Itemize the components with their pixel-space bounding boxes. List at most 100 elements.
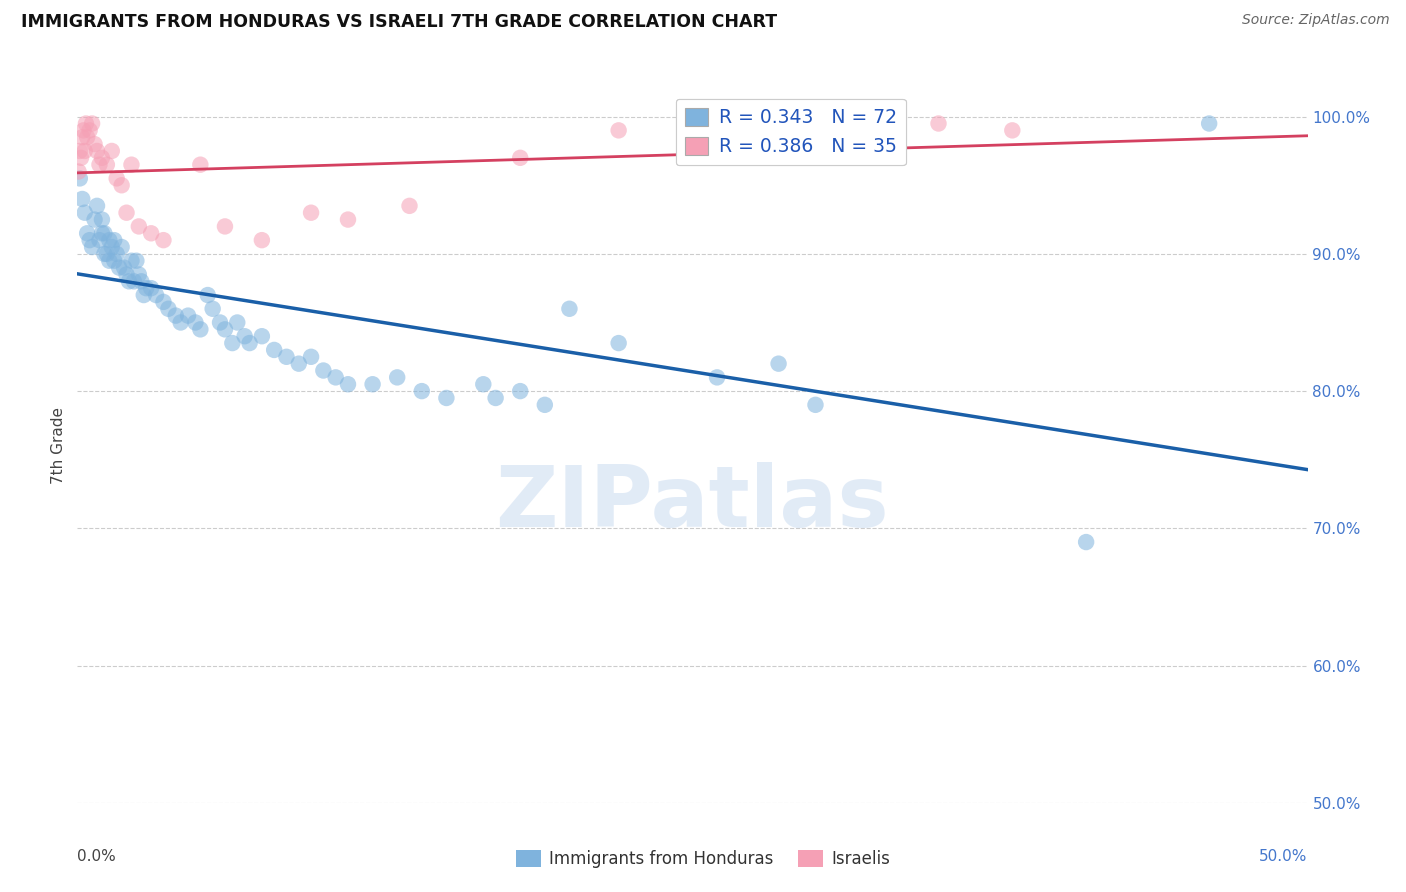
Point <box>115 268 138 282</box>
Point <box>90 212 114 227</box>
Point <box>93 227 115 241</box>
Point <box>184 316 207 330</box>
Point <box>122 274 145 288</box>
Point <box>69 144 91 158</box>
Point <box>98 253 121 268</box>
Point <box>73 144 96 158</box>
Point <box>103 253 125 268</box>
Point <box>83 137 105 152</box>
Point <box>337 377 360 392</box>
Text: Source: ZipAtlas.com: Source: ZipAtlas.com <box>1241 13 1389 28</box>
Point <box>98 233 121 247</box>
Point <box>226 316 249 330</box>
Point <box>70 192 93 206</box>
Point <box>221 336 243 351</box>
Point <box>411 384 433 398</box>
Point <box>152 294 174 309</box>
Point <box>201 301 224 316</box>
Point <box>170 316 193 330</box>
Point <box>105 171 128 186</box>
Point <box>101 240 124 254</box>
Text: IMMIGRANTS FROM HONDURAS VS ISRAELI 7TH GRADE CORRELATION CHART: IMMIGRANTS FROM HONDURAS VS ISRAELI 7TH … <box>21 13 778 31</box>
Point <box>190 322 212 336</box>
Point <box>105 247 128 261</box>
Point <box>312 363 335 377</box>
Text: 0.0%: 0.0% <box>77 849 117 864</box>
Point <box>197 288 219 302</box>
Point <box>177 309 200 323</box>
Point <box>436 391 458 405</box>
Point <box>288 357 311 371</box>
Point <box>607 336 630 351</box>
Point <box>73 205 96 219</box>
Point <box>152 233 174 247</box>
Point <box>768 357 790 371</box>
Point <box>69 171 91 186</box>
Text: 50.0%: 50.0% <box>1260 849 1308 864</box>
Point <box>76 130 98 145</box>
Legend: Immigrants from Honduras, Israelis: Immigrants from Honduras, Israelis <box>509 843 897 875</box>
Point <box>558 301 581 316</box>
Point <box>72 123 94 137</box>
Point <box>89 158 111 172</box>
Legend: R = 0.343   N = 72, R = 0.386   N = 35: R = 0.343 N = 72, R = 0.386 N = 35 <box>676 99 905 165</box>
Point <box>82 116 104 130</box>
Text: ZIPatlas: ZIPatlas <box>495 461 890 545</box>
Point <box>804 130 827 145</box>
Point <box>93 247 115 261</box>
Point <box>76 227 98 241</box>
Point <box>101 144 124 158</box>
Point <box>96 158 118 172</box>
Point <box>128 268 150 282</box>
Point <box>250 329 273 343</box>
Point <box>337 212 360 227</box>
Point <box>607 123 630 137</box>
Point <box>509 151 531 165</box>
Point <box>299 205 322 219</box>
Point <box>233 329 256 343</box>
Point <box>250 233 273 247</box>
Point <box>361 377 384 392</box>
Point <box>706 123 728 137</box>
Point <box>239 336 262 351</box>
Point <box>190 158 212 172</box>
Point <box>145 288 167 302</box>
Point <box>115 205 138 219</box>
Point <box>1198 116 1220 130</box>
Point <box>111 178 134 193</box>
Point <box>132 288 155 302</box>
Point <box>299 350 322 364</box>
Point <box>141 281 163 295</box>
Point <box>90 151 114 165</box>
Point <box>485 391 508 405</box>
Point <box>141 227 163 241</box>
Point <box>1076 535 1098 549</box>
Point <box>121 253 143 268</box>
Point <box>79 123 101 137</box>
Point <box>928 116 950 130</box>
Point <box>67 164 90 178</box>
Point <box>209 316 232 330</box>
Point <box>472 377 495 392</box>
Point <box>103 233 125 247</box>
Point <box>70 151 93 165</box>
Point <box>118 274 141 288</box>
Point <box>387 370 409 384</box>
Point <box>112 260 135 275</box>
Point <box>1001 123 1024 137</box>
Point <box>135 281 157 295</box>
Point <box>325 370 347 384</box>
Point <box>79 233 101 247</box>
Point <box>263 343 285 357</box>
Point <box>128 219 150 234</box>
Point <box>83 212 105 227</box>
Point <box>89 233 111 247</box>
Point <box>86 144 108 158</box>
Point <box>157 301 180 316</box>
Point <box>111 240 134 254</box>
Point <box>534 398 557 412</box>
Point <box>121 158 143 172</box>
Point <box>82 240 104 254</box>
Point <box>804 398 827 412</box>
Point <box>108 260 131 275</box>
